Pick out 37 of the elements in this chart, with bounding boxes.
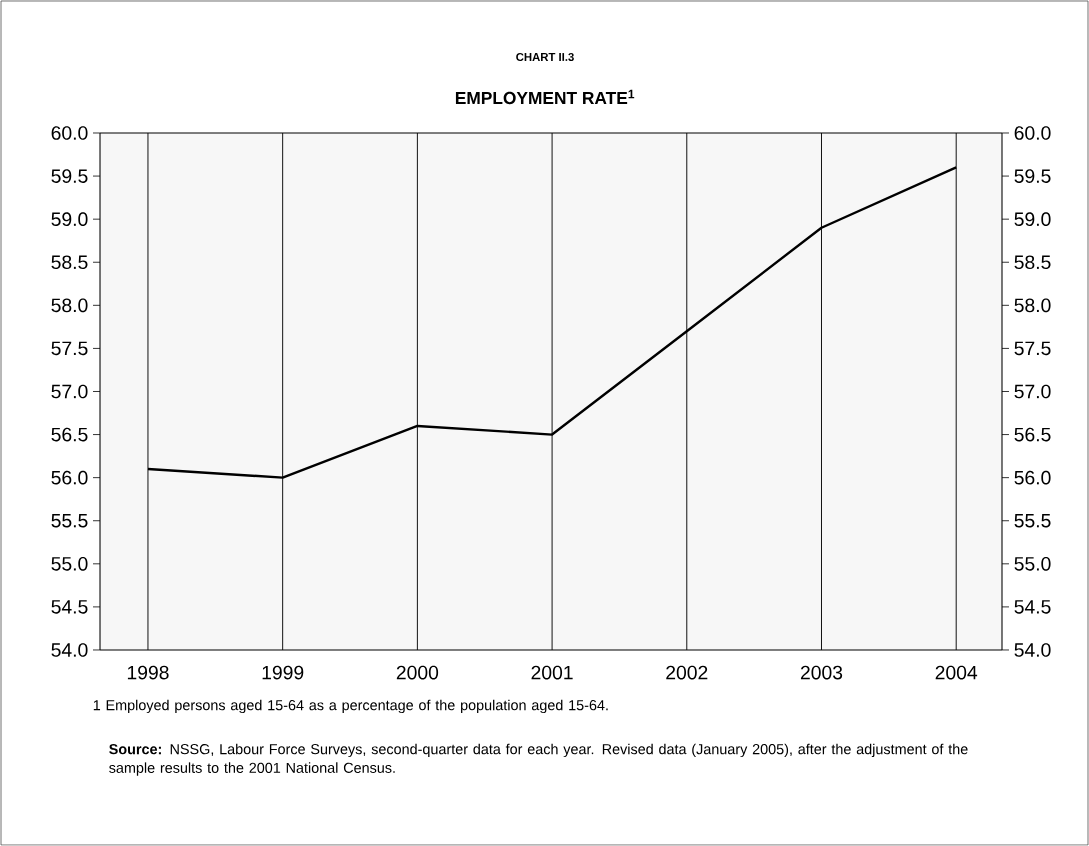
y-tick-label: 59.0 — [51, 212, 88, 226]
y-tick-label: 58.5 — [51, 255, 88, 270]
x-tick-label: 2003 — [800, 665, 843, 680]
y2-tick-label: 55.5 — [1014, 514, 1051, 528]
x-tick-label: 2004 — [935, 665, 978, 680]
y-tick-label: 55.0 — [51, 556, 88, 571]
y2-tick-label: 56.5 — [1014, 427, 1051, 442]
y-tick-label: 58.0 — [51, 298, 88, 313]
y2-tick-label: 59.0 — [1014, 212, 1051, 226]
y2-tick-label: 54.0 — [1014, 643, 1051, 657]
x-tick-label: 1998 — [127, 665, 169, 680]
y-tick-label: 56.0 — [51, 470, 88, 485]
y-tick-label: 57.0 — [51, 384, 88, 399]
y-tick-label: 56.5 — [51, 427, 88, 442]
y-tick-label: 54.0 — [51, 643, 88, 657]
y2-tick-label: 58.0 — [1014, 298, 1051, 313]
y2-tick-label: 57.0 — [1014, 384, 1051, 399]
x-tick-label: 2001 — [531, 665, 573, 680]
y-tick-label: 57.5 — [51, 341, 88, 356]
y-tick-label: 54.5 — [51, 600, 88, 614]
y2-tick-label: 59.5 — [1014, 169, 1051, 183]
y2-tick-label: 58.5 — [1014, 255, 1051, 270]
y2-tick-label: 56.0 — [1014, 470, 1051, 485]
x-tick-label: 2002 — [666, 665, 708, 680]
text: 1 Employed persons aged 15-64 as a percentage of the population aged 15-64. — [93, 699, 608, 714]
text: Source: NSSG, Labour Force Surveys, second-quarter data for each year. Revised data (January 2005), after the adjustment of the sample results to the 2001 National Census. — [109, 743, 968, 776]
x-tick-label: 2000 — [396, 665, 439, 680]
y2-tick-label: 60.0 — [1014, 126, 1051, 140]
y-tick-label: 59.5 — [51, 169, 88, 183]
y2-tick-label: 57.5 — [1014, 341, 1051, 356]
chart-title: CHART II.3 — [516, 52, 574, 62]
y2-tick-label: 55.0 — [1014, 556, 1051, 571]
y2-tick-label: 54.5 — [1014, 600, 1051, 614]
y-tick-label: 55.5 — [51, 514, 88, 528]
x-tick-label: 1999 — [262, 665, 304, 680]
y-tick-label: 60.0 — [51, 126, 88, 140]
chart-subtitle: EMPLOYMENT RATE$^{1}$ — [455, 89, 635, 105]
